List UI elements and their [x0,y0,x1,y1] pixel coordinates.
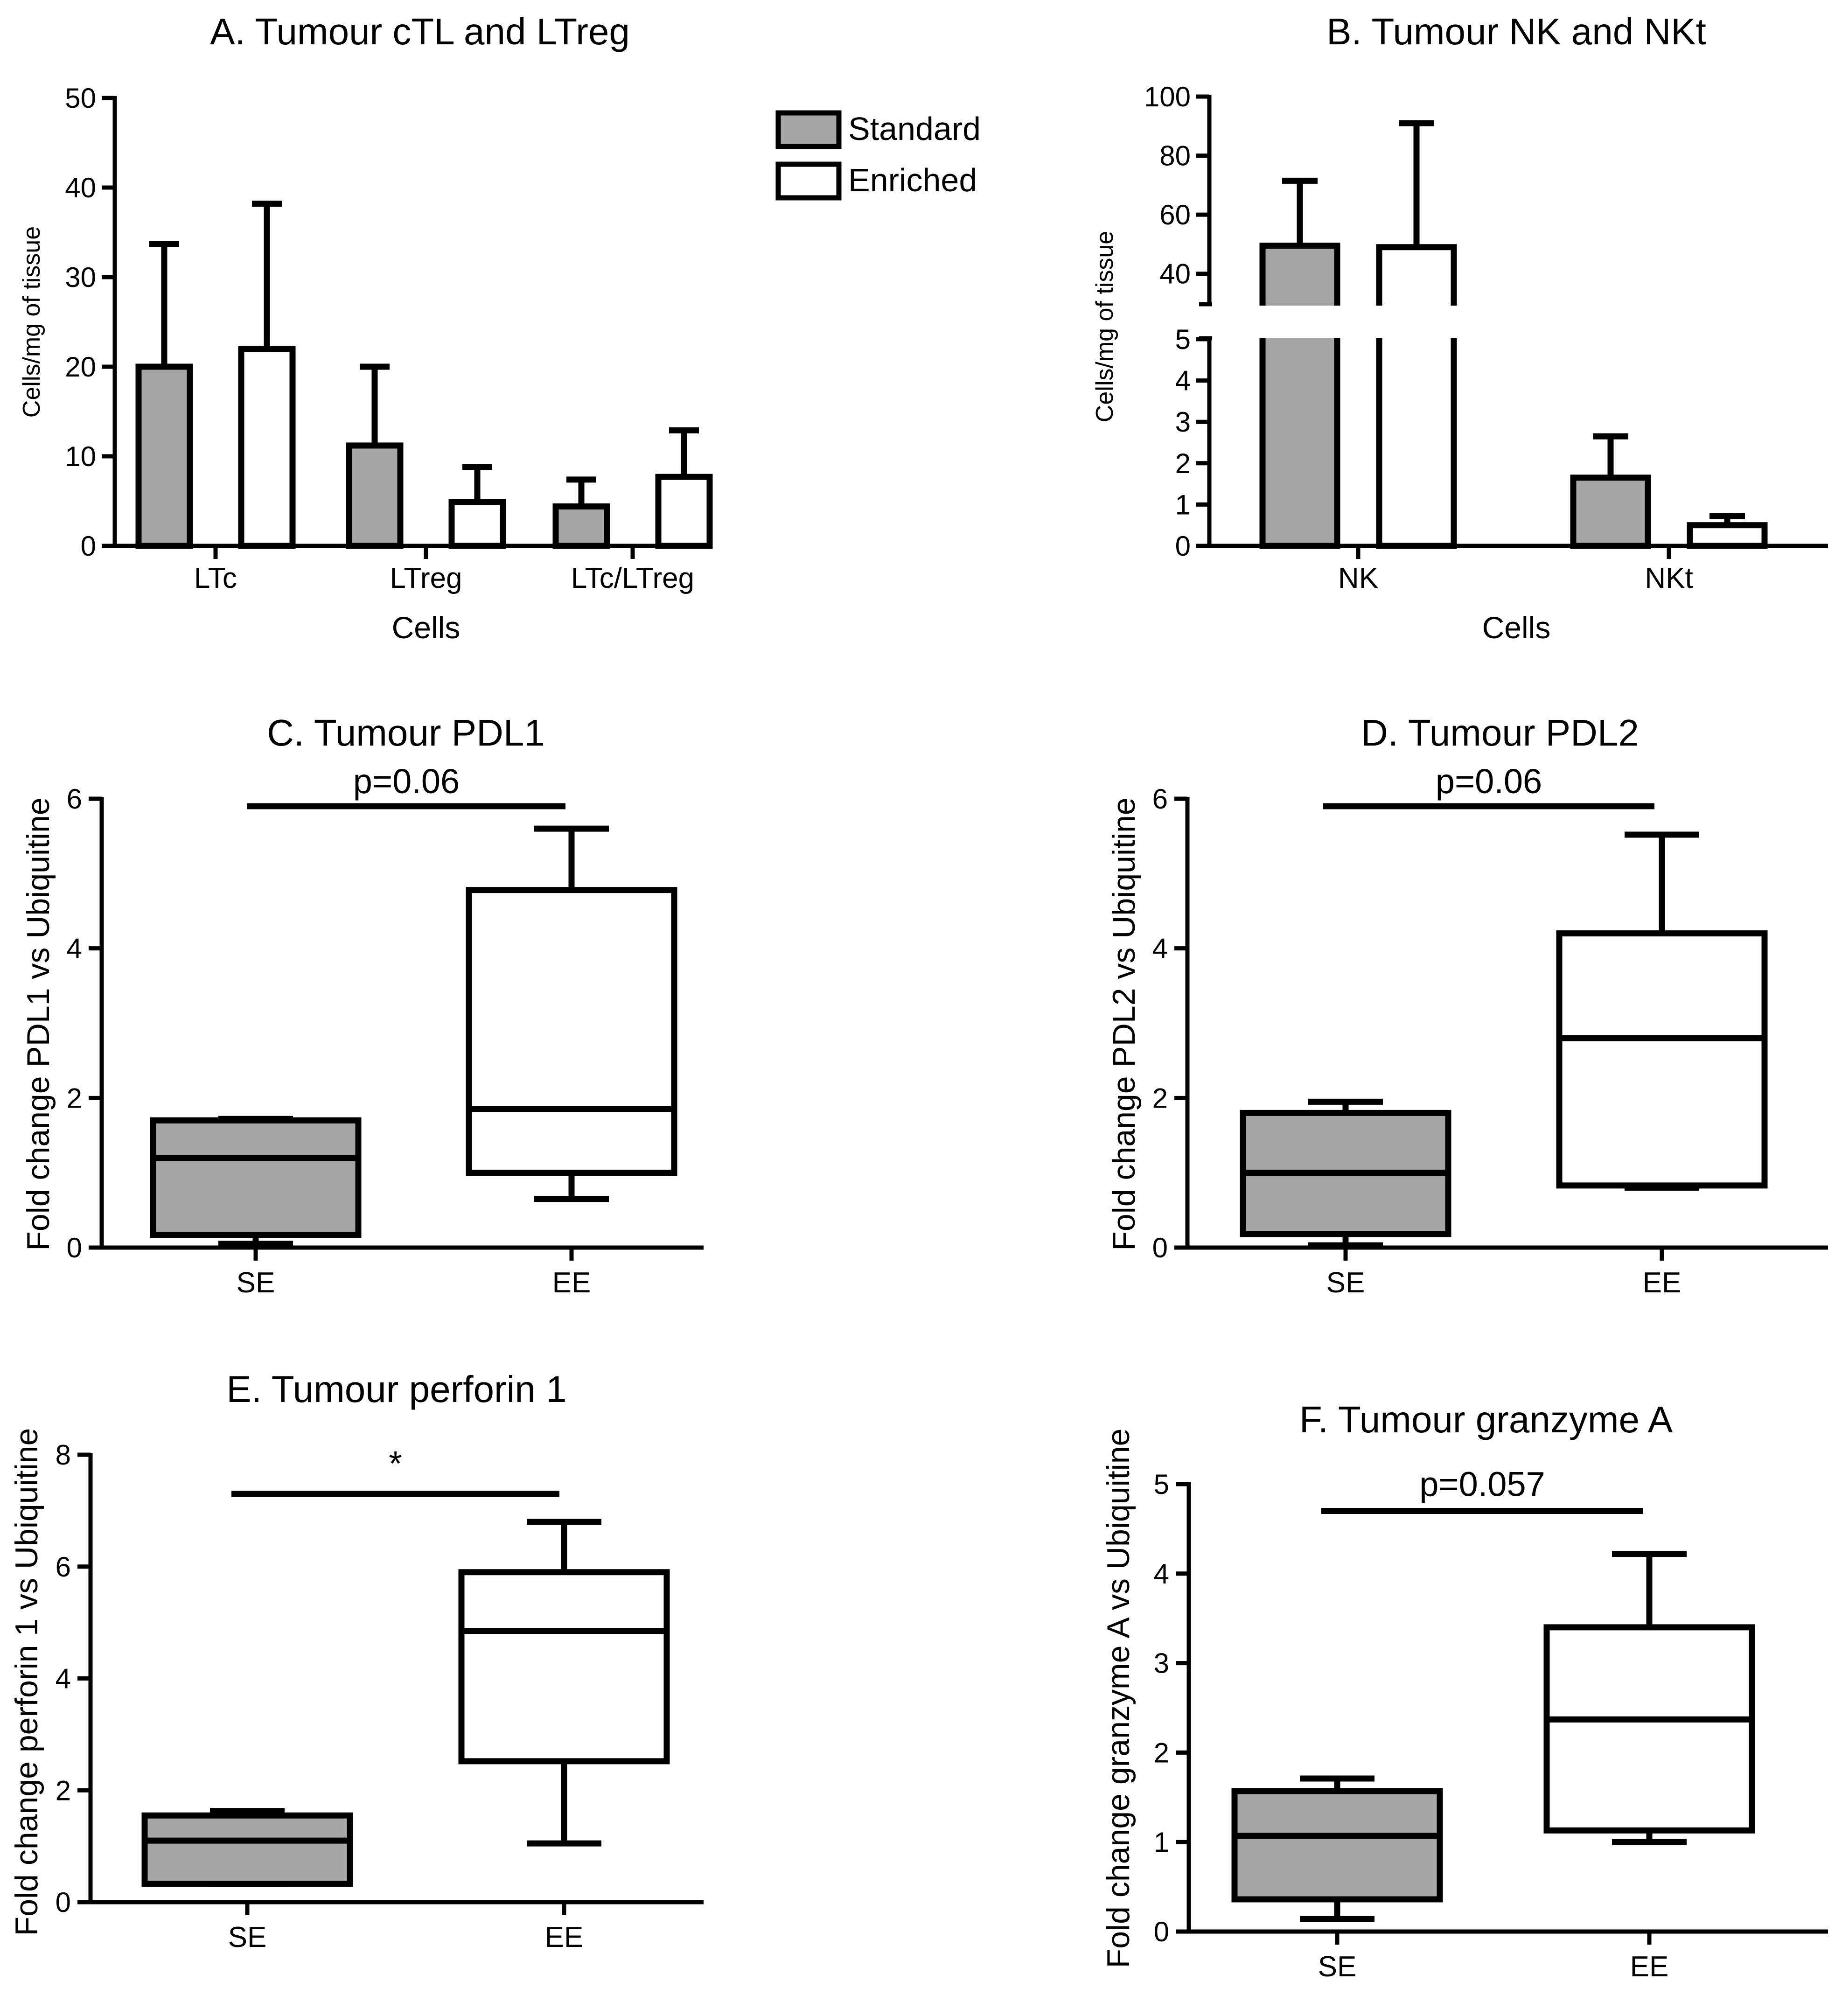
panel-e-y-label: Fold change perforin 1 vs Ubiquitine [9,1428,44,1936]
panel-b-bar [1570,474,1651,549]
panel-d-ytick-label: 2 [1152,1082,1168,1114]
panel-d-ytick-label: 0 [1152,1232,1168,1263]
panel-e-ytick-label: 6 [56,1551,71,1583]
panel-e-category-label: EE [545,1921,584,1953]
panel-b-ytick-label: 4 [1175,365,1191,397]
panel-a-y-label: Cells/mg of tissue [18,226,45,418]
panel-d-category-label: SE [1326,1267,1365,1299]
panel-a-x-label: Cells [392,610,460,645]
panel-c-ytick-label: 4 [67,933,82,964]
panel-b-ytick-label: 3 [1175,406,1191,438]
panel-a-bar [655,474,713,549]
panel-a-category-label: LTc [194,562,237,594]
panel-a-ytick-label: 10 [65,441,96,472]
panel-f-box [1543,1624,1755,1834]
legend-swatch-standard [775,110,842,149]
panel-e-category-label: SE [228,1921,267,1953]
panel-f-ytick-label: 2 [1154,1737,1169,1768]
panel-e-significance-label: * [389,1444,402,1483]
panel-f-ytick-label: 1 [1154,1827,1169,1858]
panel-f-category-label: EE [1630,1951,1669,1983]
panel-a-ytick-label: 0 [81,530,96,562]
panel-b-bar [1259,243,1340,549]
legend-label-enriched: Enriched [848,162,977,198]
panel-e-ytick-label: 2 [56,1775,71,1806]
panel-b-y-label: Cells/mg of tissue [1091,231,1118,422]
panel-c-ytick-label: 2 [67,1082,82,1114]
panel-e: E. Tumour perforin 1 0 2 4 6 8 SE EE * Fold chang… [9,1368,704,1953]
panel-c-significance-label: p=0.06 [353,762,460,801]
panel-f-significance-label: p=0.057 [1419,1465,1545,1504]
panel-d-ytick-label: 4 [1152,933,1168,964]
panel-d-title: D. Tumour PDL2 [1361,712,1639,753]
panel-b-ytick-label: 40 [1159,258,1191,290]
panel-b-x-label: Cells [1482,610,1551,645]
panel-b-ytick-label: 0 [1175,530,1191,562]
panel-b-ytick-label: 80 [1159,140,1191,172]
legend-swatch-enriched [775,161,842,201]
panel-f-title: F. Tumour granzyme A [1299,1399,1673,1440]
panel-a-bar [346,442,404,549]
legend-label-standard: Standard [848,111,981,147]
panel-b-bar [1376,244,1457,549]
panel-b: B. Tumour NK and NKt 0 1 2 3 4 5 40 60 80 100 NK NKt… [1091,11,1828,645]
panel-e-box [141,1812,353,1887]
panel-c: C. Tumour PDL1 0 2 4 6 SE EE p=0.06 Fold change … [21,712,704,1299]
panel-f: F. Tumour granzyme A 0 1 2 3 4 5 SE EE p=0.057 Fol… [1101,1399,1828,1983]
panel-b-title: B. Tumour NK and NKt [1326,11,1706,52]
panel-a: A. Tumour cTL and LTreg 0 10 20 30 40 50 LTc LTr… [18,11,713,645]
legend: Standard Enriched [775,110,981,201]
panel-d-ytick-label: 6 [1152,783,1168,815]
panel-a-bar [135,363,193,549]
panel-a-category-label: LTreg [390,562,462,594]
panel-b-bar [1687,522,1768,549]
panel-b-category-label: NKt [1645,562,1693,594]
panel-d-significance-label: p=0.06 [1436,762,1542,801]
panel-c-title: C. Tumour PDL1 [267,712,545,753]
panel-b-axis-break-gap [1257,306,1343,338]
panel-a-bar [448,499,506,549]
panel-a-bar [238,346,296,549]
panel-e-ytick-label: 0 [56,1887,71,1918]
panel-a-ytick-label: 30 [65,262,96,293]
panel-b-ytick-label: 100 [1144,81,1191,112]
panel-f-ytick-label: 4 [1154,1558,1169,1590]
panel-b-ytick-label: 1 [1175,489,1191,520]
panel-f-y-label: Fold change granzyme A vs Ubiquitine [1101,1429,1136,1968]
panel-a-ytick-label: 50 [65,83,96,114]
panel-d-y-label: Fold change PDL2 vs Ubiquitine [1106,797,1142,1250]
panel-c-ytick-label: 0 [67,1232,82,1263]
panel-b-ytick-label: 5 [1175,324,1191,355]
panel-c-box [150,1117,362,1238]
panel-c-ytick-label: 6 [67,783,82,815]
panel-f-ytick-label: 0 [1154,1916,1169,1947]
panel-b-axis-break-gap [1374,306,1459,338]
panel-b-ytick-label: 60 [1159,199,1191,230]
panel-c-y-label: Fold change PDL1 vs Ubiquitine [21,797,56,1250]
panel-e-box [458,1569,670,1765]
panel-b-category-label: NK [1338,562,1378,594]
panel-a-title: A. Tumour cTL and LTreg [210,11,630,52]
panel-f-box [1231,1788,1443,1903]
panel-c-box [466,887,677,1176]
panel-a-bar [552,503,610,549]
panel-f-ytick-label: 3 [1154,1648,1169,1679]
panel-e-ytick-label: 4 [56,1663,71,1695]
panel-b-ytick-label: 2 [1175,448,1191,479]
panel-f-ytick-label: 5 [1154,1469,1169,1500]
panel-f-category-label: SE [1318,1951,1357,1983]
panel-c-category-label: EE [552,1267,591,1299]
panel-a-category-label: LTc/LTreg [571,562,694,594]
panel-a-ytick-label: 20 [65,351,96,383]
panel-a-ytick-label: 40 [65,172,96,203]
panel-d: D. Tumour PDL2 0 2 4 6 SE EE p=0.06 Fold change … [1106,712,1828,1299]
panel-e-ytick-label: 8 [56,1439,71,1471]
panel-d-category-label: EE [1643,1267,1682,1299]
panel-e-title: E. Tumour perforin 1 [226,1368,566,1410]
panel-c-category-label: SE [237,1267,275,1299]
panel-d-box [1556,930,1768,1189]
